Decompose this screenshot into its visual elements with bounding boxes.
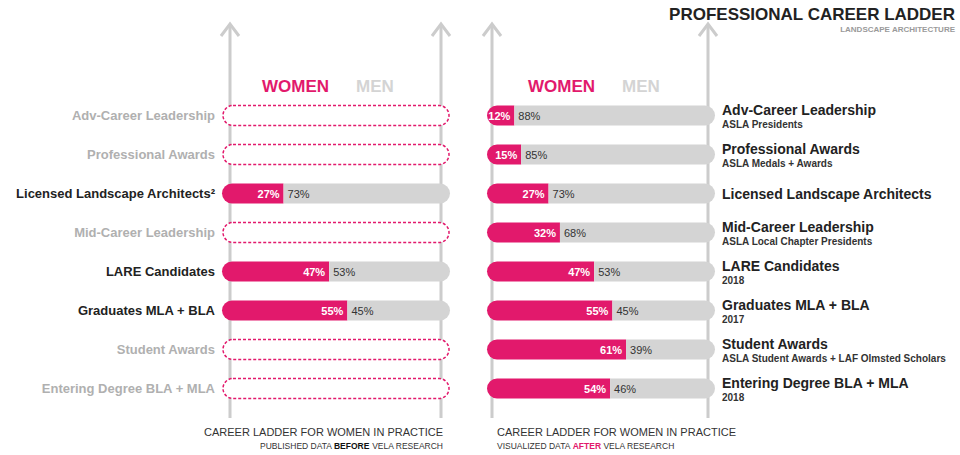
svg-text:68%: 68% [564, 227, 586, 239]
svg-text:12%: 12% [488, 110, 510, 122]
svg-text:32%: 32% [534, 227, 556, 239]
svg-text:PROFESSIONAL CAREER LADDER: PROFESSIONAL CAREER LADDER [669, 5, 955, 24]
svg-text:2017: 2017 [722, 314, 745, 325]
svg-text:46%: 46% [614, 383, 636, 395]
svg-text:88%: 88% [518, 110, 540, 122]
svg-text:LARE Candidates: LARE Candidates [722, 258, 840, 274]
svg-text:73%: 73% [553, 188, 575, 200]
svg-text:2018: 2018 [722, 392, 745, 403]
svg-text:LANDSCAPE ARCHITECTURE: LANDSCAPE ARCHITECTURE [840, 25, 955, 34]
svg-text:ASLA Medals + Awards: ASLA Medals + Awards [722, 158, 833, 169]
svg-text:39%: 39% [630, 344, 652, 356]
svg-text:LARE Candidates: LARE Candidates [106, 264, 215, 279]
svg-text:VISUALIZED DATA: VISUALIZED DATA [497, 441, 572, 451]
svg-text:54%: 54% [584, 383, 606, 395]
svg-text:CAREER LADDER FOR WOMEN IN PRA: CAREER LADDER FOR WOMEN IN PRACTICE [497, 426, 736, 438]
svg-text:Student Awards: Student Awards [117, 342, 215, 357]
svg-text:WOMEN: WOMEN [262, 77, 329, 96]
svg-text:ASLA Local Chapter Presidents: ASLA Local Chapter Presidents [722, 236, 873, 247]
svg-text:Adv-Career Leadership: Adv-Career Leadership [722, 102, 876, 118]
svg-text:Entering Degree BLA + MLA: Entering Degree BLA + MLA [42, 381, 216, 396]
svg-text:45%: 45% [616, 305, 638, 317]
svg-text:Licensed Landscape Architects²: Licensed Landscape Architects² [16, 186, 216, 201]
svg-text:AFTER: AFTER [573, 441, 601, 451]
svg-text:VELA RESEARCH: VELA RESEARCH [370, 441, 443, 451]
svg-text:PUBLISHED DATA: PUBLISHED DATA [260, 441, 334, 451]
svg-text:53%: 53% [333, 266, 355, 278]
svg-text:WOMEN: WOMEN [528, 77, 595, 96]
svg-text:CAREER LADDER FOR WOMEN IN PRA: CAREER LADDER FOR WOMEN IN PRACTICE [204, 426, 443, 438]
svg-text:2018: 2018 [722, 275, 745, 286]
svg-text:61%: 61% [600, 344, 622, 356]
svg-text:47%: 47% [568, 266, 590, 278]
svg-text:Mid-Career Leadership: Mid-Career Leadership [74, 225, 215, 240]
svg-text:55%: 55% [321, 305, 343, 317]
svg-text:Graduates MLA + BLA: Graduates MLA + BLA [722, 297, 870, 313]
svg-text:ASLA Presidents: ASLA Presidents [722, 119, 803, 130]
svg-text:73%: 73% [288, 188, 310, 200]
svg-text:Professional Awards: Professional Awards [87, 147, 215, 162]
svg-text:15%: 15% [495, 149, 517, 161]
svg-text:MEN: MEN [622, 77, 660, 96]
svg-text:53%: 53% [598, 266, 620, 278]
svg-text:BEFORE: BEFORE [334, 441, 370, 451]
svg-text:55%: 55% [586, 305, 608, 317]
svg-text:ASLA Student Awards + LAF Olms: ASLA Student Awards + LAF Olmsted Schola… [722, 353, 946, 364]
svg-text:VELA RESEARCH: VELA RESEARCH [601, 441, 674, 451]
svg-text:Professional Awards: Professional Awards [722, 141, 860, 157]
svg-text:45%: 45% [351, 305, 373, 317]
svg-text:Adv-Career Leadership: Adv-Career Leadership [72, 108, 215, 123]
svg-text:27%: 27% [258, 188, 280, 200]
svg-text:Graduates MLA + BLA: Graduates MLA + BLA [78, 303, 216, 318]
svg-text:Licensed Landscape Architects: Licensed Landscape Architects [722, 186, 932, 202]
svg-text:Mid-Career Leadership: Mid-Career Leadership [722, 219, 874, 235]
svg-text:Student Awards: Student Awards [722, 336, 828, 352]
svg-text:85%: 85% [525, 149, 547, 161]
svg-text:27%: 27% [523, 188, 545, 200]
svg-text:Entering Degree BLA + MLA: Entering Degree BLA + MLA [722, 375, 909, 391]
svg-text:47%: 47% [303, 266, 325, 278]
svg-text:MEN: MEN [356, 77, 394, 96]
